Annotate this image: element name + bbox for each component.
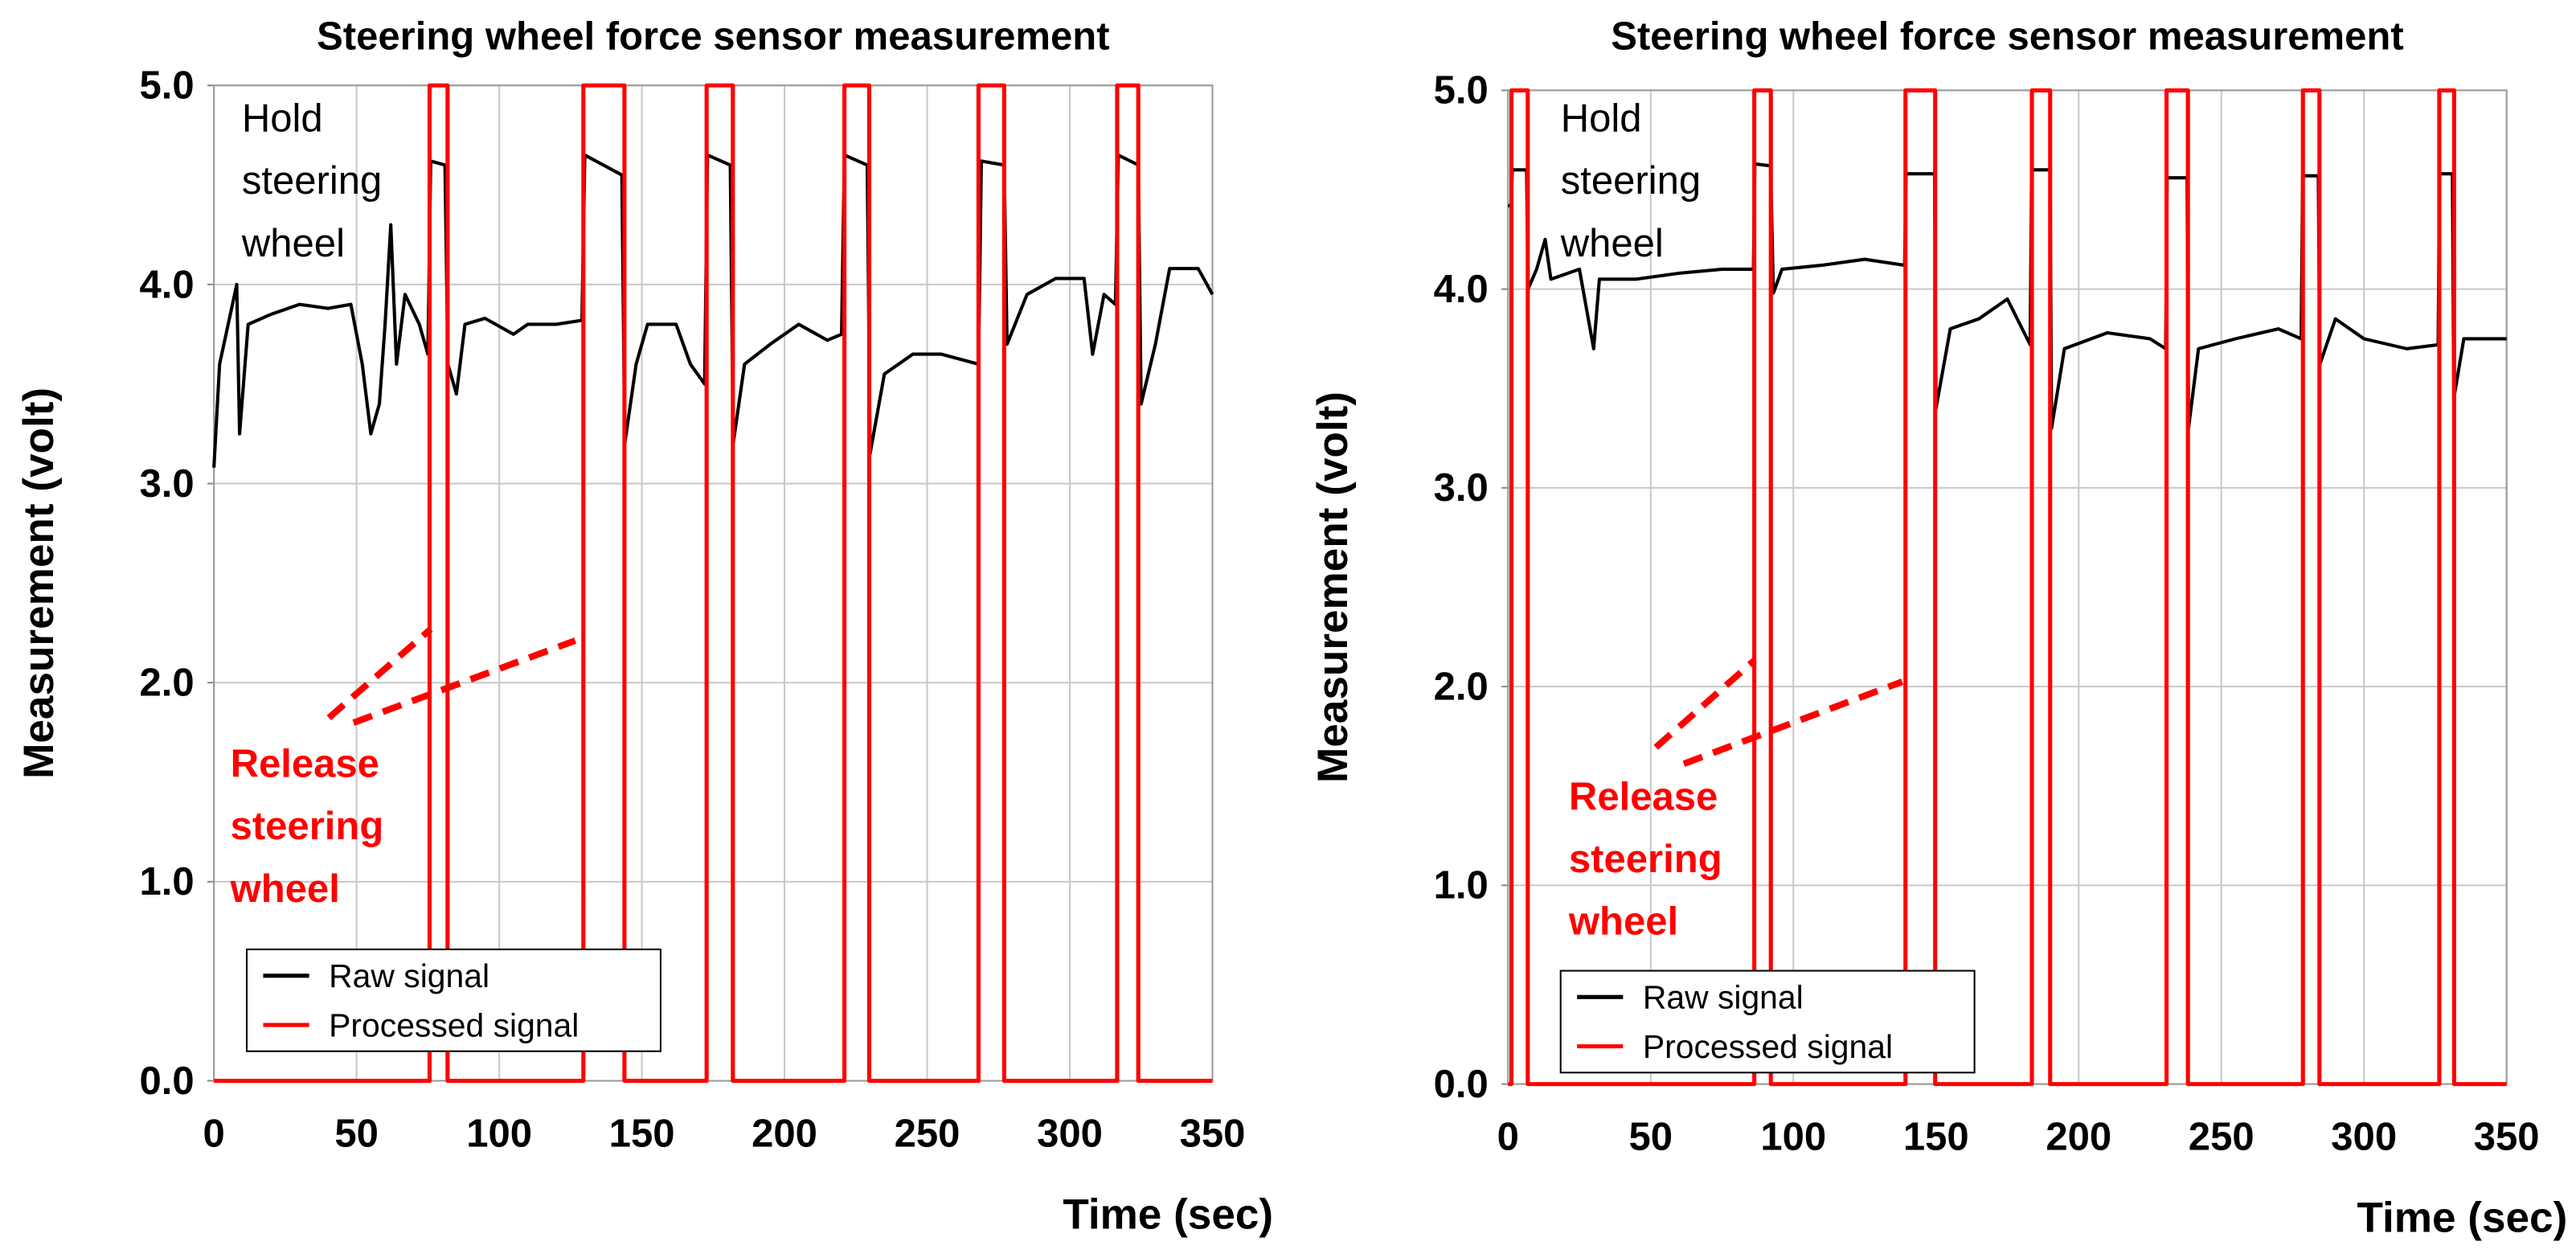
chart: 0.0 1.0 2.0 3.0 4.0 5.0 0 50 100 150 200 250 300 350 S…	[1309, 14, 2567, 1241]
x-tick-label: 50	[1629, 1115, 1673, 1158]
annotation: Release	[1569, 775, 1718, 818]
annotation: steering	[231, 805, 384, 848]
annotation: steering	[1569, 838, 1722, 881]
annotation: Release	[231, 743, 379, 786]
y-tick-label: 1.0	[139, 860, 194, 904]
y-tick-label: 4.0	[139, 263, 194, 306]
y-tick-label: 4.0	[1434, 268, 1489, 311]
y-tick-label: 3.0	[1434, 466, 1489, 510]
y-axis-label: Measurement (volt)	[15, 387, 63, 779]
y-tick-label: 3.0	[139, 462, 194, 506]
x-tick-label: 100	[1760, 1115, 1826, 1158]
y-tick-label: 0.0	[1434, 1063, 1489, 1106]
x-tick-label: 250	[2189, 1115, 2255, 1158]
y-tick-label: 0.0	[139, 1059, 194, 1103]
x-tick-label: 150	[609, 1112, 675, 1155]
chart-title: Steering wheel force sensor measurement	[1611, 14, 2403, 58]
y-tick-label: 2.0	[139, 662, 194, 705]
x-tick-label: 250	[895, 1112, 960, 1155]
plot-area	[214, 85, 1213, 1081]
plot-area	[1508, 90, 2507, 1084]
legend-label: Raw signal	[1643, 979, 1804, 1016]
legend-label: Raw signal	[329, 957, 489, 994]
y-tick-label: 5.0	[139, 64, 194, 108]
x-tick-label: 300	[1037, 1112, 1103, 1155]
x-tick-label: 150	[1903, 1115, 1969, 1158]
x-tick-label: 100	[466, 1112, 532, 1155]
annotation-pointer	[352, 637, 577, 726]
annotation: wheel	[1568, 900, 1678, 944]
annotation: Hold	[1561, 96, 1642, 140]
y-axis-label: Measurement (volt)	[1309, 391, 1357, 783]
y-tick-label: 5.0	[1434, 69, 1489, 113]
annotation-pointer	[1653, 658, 1757, 750]
annotation: wheel	[241, 222, 345, 265]
legend-box	[1559, 969, 1976, 1074]
x-tick-label: 200	[2046, 1115, 2111, 1158]
data-line	[1508, 88, 2507, 1087]
chart: 0.0 1.0 2.0 3.0 4.0 5.0 0 50 100 150 200 250 300 350 S…	[15, 14, 1273, 1238]
x-axis-label: Time (sec)	[1063, 1190, 1273, 1238]
annotation: steering	[1561, 159, 1701, 203]
legend-box	[245, 949, 661, 1052]
legend-label: Processed signal	[1643, 1028, 1893, 1065]
x-tick-label: 0	[203, 1112, 224, 1155]
annotation: Hold	[242, 96, 323, 140]
y-tick-label: 2.0	[1434, 665, 1489, 708]
data-line	[214, 83, 1213, 1084]
x-tick-label: 350	[1180, 1112, 1246, 1155]
x-tick-label: 300	[2331, 1115, 2397, 1158]
chart-title: Steering wheel force sensor measurement	[317, 14, 1109, 58]
x-tick-label: 350	[2474, 1115, 2540, 1158]
x-tick-label: 0	[1497, 1115, 1519, 1158]
x-tick-label: 200	[752, 1112, 817, 1155]
legend-label: Processed signal	[329, 1006, 579, 1043]
y-tick-label: 1.0	[1434, 864, 1489, 908]
annotation-pointer	[326, 626, 433, 721]
annotation: wheel	[1560, 222, 1664, 265]
x-tick-label: 50	[334, 1112, 379, 1155]
x-axis-label: Time (sec)	[2357, 1195, 2568, 1242]
annotation: wheel	[230, 867, 340, 911]
annotation-pointer	[1682, 678, 1904, 767]
annotation: steering	[242, 159, 382, 203]
data-line	[212, 153, 1214, 468]
